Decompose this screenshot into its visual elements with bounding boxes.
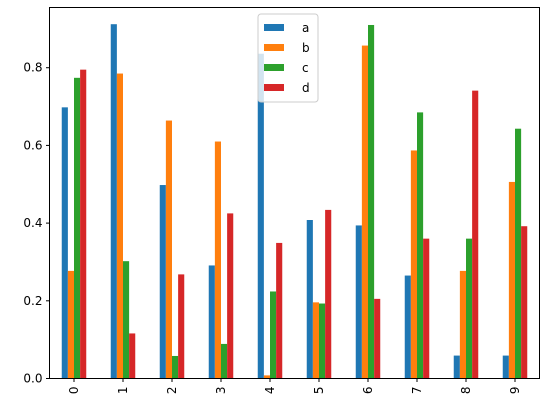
legend-swatch-d xyxy=(264,84,284,91)
bar-c-7 xyxy=(417,112,424,379)
bar-d-5 xyxy=(325,209,332,379)
bar-c-9 xyxy=(515,128,522,379)
legend-label-a: a xyxy=(302,21,309,35)
plot-frame xyxy=(49,7,540,379)
bar-a-2 xyxy=(159,185,166,379)
legend-swatch-c xyxy=(264,64,284,71)
x-tick-label: 0 xyxy=(67,387,81,395)
bar-b-3 xyxy=(214,141,221,379)
bar-c-8 xyxy=(466,238,473,379)
bar-a-8 xyxy=(453,355,460,379)
bar-c-3 xyxy=(221,343,228,379)
bar-d-9 xyxy=(521,226,528,379)
bar-c-0 xyxy=(74,77,81,379)
bar-a-5 xyxy=(306,219,313,379)
x-tick-label: 2 xyxy=(165,387,179,395)
bar-c-5 xyxy=(319,303,326,379)
x-tick-label: 5 xyxy=(312,387,326,395)
y-tick-label: 0.2 xyxy=(23,294,42,308)
bar-a-9 xyxy=(502,355,509,379)
bar-a-4 xyxy=(257,53,264,379)
x-tick-label: 1 xyxy=(116,387,130,395)
y-tick-label: 0.0 xyxy=(23,372,42,386)
bar-b-5 xyxy=(312,302,319,379)
x-tick-label: 8 xyxy=(459,387,473,395)
ticks-layer: 0.0 0.2 0.4 0.6 0.8 0 1 2 3 4 5 6 7 8 9 xyxy=(23,61,522,394)
bars-layer xyxy=(61,24,528,379)
bar-d-7 xyxy=(423,238,430,379)
legend-label-b: b xyxy=(302,41,310,55)
y-tick-label: 0.4 xyxy=(23,216,42,230)
bar-b-0 xyxy=(67,270,74,379)
bar-a-0 xyxy=(61,107,68,379)
bar-c-2 xyxy=(172,355,179,379)
x-tick-label: 6 xyxy=(361,387,375,395)
bar-c-6 xyxy=(368,24,375,379)
bar-a-1 xyxy=(110,24,117,379)
bar-b-2 xyxy=(165,120,172,379)
legend-swatch-a xyxy=(264,24,284,31)
bar-b-6 xyxy=(361,45,368,379)
y-tick-label: 0.8 xyxy=(23,61,42,75)
bar-c-4 xyxy=(270,291,277,379)
x-tick-label: 9 xyxy=(508,387,522,395)
bar-a-7 xyxy=(404,275,411,379)
legend-label-d: d xyxy=(302,81,310,95)
x-tick-label: 7 xyxy=(410,387,424,395)
bar-b-9 xyxy=(508,181,515,379)
bar-c-1 xyxy=(123,261,130,379)
bar-d-8 xyxy=(472,90,479,379)
bar-d-6 xyxy=(374,298,381,379)
bar-b-8 xyxy=(459,270,466,379)
bar-d-0 xyxy=(80,69,87,379)
legend-label-c: c xyxy=(302,61,309,75)
bar-b-1 xyxy=(116,73,123,379)
y-tick-label: 0.6 xyxy=(23,138,42,152)
bar-d-4 xyxy=(276,242,283,379)
bar-b-7 xyxy=(410,150,417,379)
bar-d-2 xyxy=(178,274,185,379)
bar-b-4 xyxy=(263,375,270,379)
x-tick-label: 3 xyxy=(214,387,228,395)
bar-a-3 xyxy=(208,265,215,379)
x-tick-label: 4 xyxy=(263,387,277,395)
legend-swatch-b xyxy=(264,44,284,51)
bar-d-1 xyxy=(129,333,136,379)
legend-box xyxy=(257,13,319,103)
bar-d-3 xyxy=(227,213,234,379)
bar-a-6 xyxy=(355,225,362,379)
